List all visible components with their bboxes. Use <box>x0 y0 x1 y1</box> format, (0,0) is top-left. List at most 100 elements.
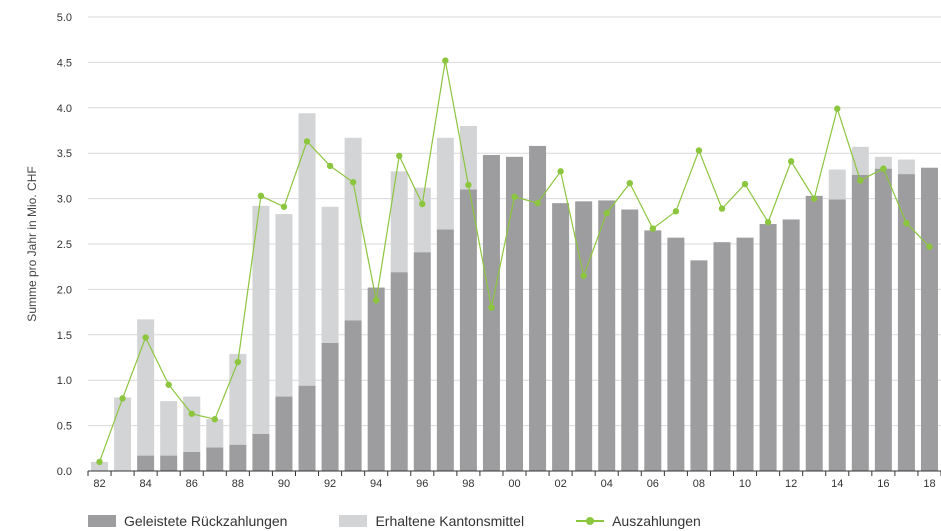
legend-label-repaid: Geleistete Rückzahlungen <box>124 513 288 529</box>
payout-point-86 <box>188 410 195 417</box>
bar-repaid-13 <box>805 195 823 471</box>
bar-repaid-91 <box>298 385 316 471</box>
bar-received-87 <box>206 419 224 448</box>
payout-point-83 <box>119 395 126 402</box>
bar-repaid-07 <box>667 237 685 471</box>
payout-point-05 <box>626 179 633 187</box>
payout-point-87 <box>211 416 218 423</box>
x-tick-label: 08 <box>693 478 705 490</box>
x-tick-label: 12 <box>785 478 797 490</box>
payout-point-02 <box>557 168 564 175</box>
y-tick-label: 0.5 <box>57 421 72 433</box>
payout-point-17 <box>903 219 910 227</box>
bar-repaid-92 <box>321 342 339 471</box>
x-tick-label: 06 <box>647 478 659 490</box>
payout-point-93 <box>349 179 357 186</box>
bar-received-92 <box>321 206 339 343</box>
payout-point-90 <box>280 203 288 210</box>
bar-received-97 <box>436 137 454 230</box>
payout-point-18 <box>926 243 933 250</box>
payout-point-16 <box>880 165 887 172</box>
x-tick-label: 16 <box>877 478 889 490</box>
payout-point-84 <box>142 334 149 341</box>
bar-repaid-04 <box>598 200 616 471</box>
bar-received-91 <box>298 113 316 386</box>
bar-received-96 <box>413 187 431 253</box>
bar-repaid-99 <box>482 155 500 472</box>
y-tick-label: 2.0 <box>57 284 72 296</box>
bar-repaid-09 <box>713 242 731 471</box>
payout-point-96 <box>419 200 426 208</box>
x-axis <box>87 470 941 476</box>
x-tick-label: 86 <box>186 478 198 490</box>
bar-repaid-97 <box>436 229 454 471</box>
chart: 0.0 0.5 1.0 1.5 2.0 2.5 3.0 3.5 4.0 4.5 5.0 82 84 86… <box>25 12 941 490</box>
legend-item-repaid: Geleistete Rückzahlungen <box>88 513 287 529</box>
payout-point-11 <box>764 219 772 226</box>
legend-swatch-repaid <box>88 515 116 527</box>
x-tick-label: 18 <box>923 478 935 490</box>
x-tick-label: 82 <box>93 478 105 490</box>
bar-received-89 <box>252 205 270 434</box>
bar-received-86 <box>183 396 201 452</box>
bar-repaid-90 <box>275 396 293 471</box>
payout-point-85 <box>165 381 172 388</box>
legend-swatch-received <box>339 515 368 527</box>
y-tick-label: 3.0 <box>57 194 72 206</box>
bar-repaid-85 <box>160 455 178 471</box>
x-tick-label: 02 <box>554 478 566 490</box>
bar-received-93 <box>344 137 362 321</box>
y-tick-label: 4.5 <box>57 57 72 69</box>
bar-received-82 <box>91 461 109 471</box>
bar-received-95 <box>390 171 408 273</box>
x-tick-label: 00 <box>508 478 520 490</box>
bar-repaid-87 <box>206 447 224 471</box>
bar-repaid-18 <box>920 167 938 471</box>
bar-repaid-06 <box>644 230 662 471</box>
y-tick-label: 5.0 <box>57 12 72 24</box>
payout-point-03 <box>580 272 587 279</box>
x-tick-label: 04 <box>601 478 613 490</box>
bar-repaid-96 <box>413 252 431 471</box>
bar-repaid-01 <box>529 145 547 471</box>
payout-point-88 <box>234 358 242 366</box>
bar-repaid-15 <box>851 174 869 471</box>
x-tick-label: 88 <box>232 478 244 490</box>
payout-point-13 <box>811 195 818 202</box>
payout-point-89 <box>257 192 265 200</box>
y-axis-label: Summe pro Jahr in Mio. CHF <box>25 166 39 321</box>
x-axis-ticks: 82 84 86 88 90 92 94 96 98 00 02 04 06 08 10 12 14 16 18 <box>93 478 935 490</box>
x-tick-label: 90 <box>278 478 290 490</box>
bar-repaid-17 <box>897 174 915 472</box>
bar-repaid-11 <box>759 224 777 471</box>
y-tick-label: 0.0 <box>57 466 72 478</box>
payout-point-15 <box>857 177 864 184</box>
bar-received-16 <box>874 156 892 169</box>
payout-point-14 <box>834 105 841 112</box>
x-tick-label: 14 <box>831 478 843 490</box>
bar-received-88 <box>229 353 247 445</box>
x-tick-label: 10 <box>739 478 751 490</box>
legend-item-payouts: Auszahlungen <box>576 513 701 529</box>
payout-point-01 <box>534 199 541 207</box>
payout-point-95 <box>396 152 403 160</box>
bar-received-84 <box>137 319 155 456</box>
bar-received-83 <box>114 397 132 471</box>
payout-point-92 <box>326 162 334 170</box>
bar-repaid-93 <box>344 320 362 471</box>
payout-point-98 <box>465 181 472 189</box>
payout-point-94 <box>372 297 380 304</box>
payout-point-91 <box>303 138 311 145</box>
payout-point-12 <box>787 158 795 165</box>
bar-repaid-03 <box>575 201 593 471</box>
bar-repaid-98 <box>459 189 477 471</box>
bar-repaid-86 <box>183 451 201 471</box>
bar-received-85 <box>160 401 178 456</box>
y-axis-ticks: 0.0 0.5 1.0 1.5 2.0 2.5 3.0 3.5 4.0 4.5 5.0 <box>57 12 72 478</box>
payout-point-07 <box>672 208 680 215</box>
bar-received-98 <box>459 125 477 190</box>
legend-label-received: Erhaltene Kantonsmittel <box>375 513 525 529</box>
x-tick-label: 98 <box>462 478 474 490</box>
bar-repaid-95 <box>390 272 408 471</box>
bar-repaid-02 <box>552 203 570 471</box>
